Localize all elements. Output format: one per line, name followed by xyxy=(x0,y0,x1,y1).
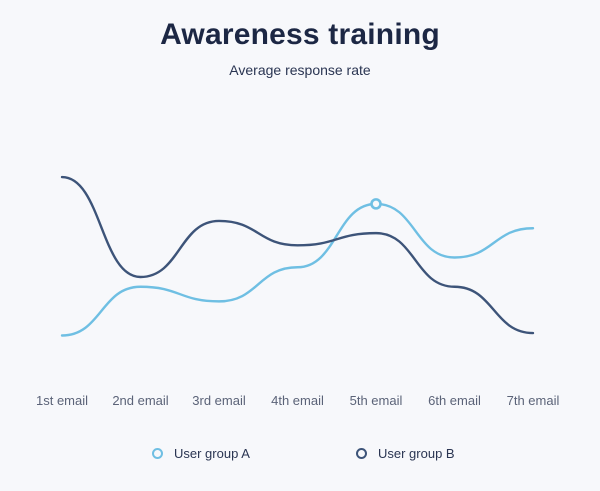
series-line-user-group-b[interactable] xyxy=(60,175,535,335)
data-point[interactable] xyxy=(449,281,461,293)
legend: User group A User group B xyxy=(0,446,600,466)
legend-label: User group B xyxy=(378,446,455,461)
highlight-point-marker[interactable] xyxy=(370,198,382,210)
x-tick-label: 1st email xyxy=(36,393,88,408)
series-layer xyxy=(56,171,539,342)
highlight-layer xyxy=(370,198,382,210)
x-tick-label: 3rd email xyxy=(192,393,246,408)
series-line-user-group-a[interactable] xyxy=(60,202,535,337)
chart-title: Awareness training xyxy=(160,18,440,51)
legend-item-user-group-b[interactable]: User group B xyxy=(356,446,455,461)
legend-label: User group A xyxy=(174,446,250,461)
legend-item-user-group-a[interactable]: User group A xyxy=(152,446,250,461)
x-tick-label: 5th email xyxy=(350,393,403,408)
data-point[interactable] xyxy=(213,295,225,307)
data-point[interactable] xyxy=(292,239,304,251)
data-point[interactable] xyxy=(135,271,147,283)
data-point[interactable] xyxy=(56,171,68,183)
x-tick-label: 6th email xyxy=(428,393,481,408)
x-tick-label: 4th email xyxy=(271,393,324,408)
x-axis: 1st email 2nd email 3rd email 4th email 5th … xyxy=(36,393,560,408)
data-point[interactable] xyxy=(370,227,382,239)
data-point[interactable] xyxy=(292,261,304,273)
data-point[interactable] xyxy=(56,330,68,342)
legend-marker-icon xyxy=(356,448,367,459)
x-tick-label: 7th email xyxy=(507,393,560,408)
x-tick-label: 2nd email xyxy=(112,393,168,408)
data-point[interactable] xyxy=(213,215,225,227)
legend-marker-icon xyxy=(152,448,163,459)
data-point[interactable] xyxy=(449,252,461,264)
chart-subtitle: Average response rate xyxy=(229,62,371,78)
data-point[interactable] xyxy=(527,327,539,339)
data-point[interactable] xyxy=(527,222,539,234)
